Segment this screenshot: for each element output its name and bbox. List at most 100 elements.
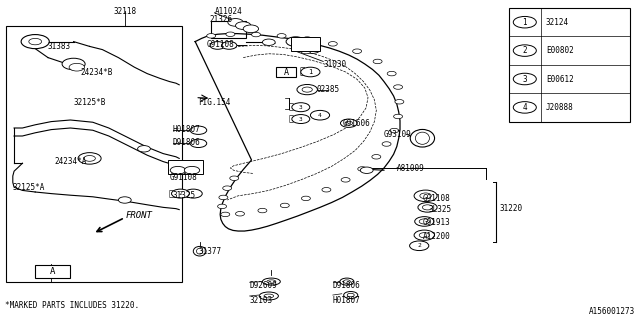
Text: D91806: D91806 xyxy=(173,138,200,147)
Text: ※: ※ xyxy=(300,68,305,76)
Circle shape xyxy=(29,38,42,45)
Ellipse shape xyxy=(196,248,203,254)
Ellipse shape xyxy=(348,293,355,297)
Ellipse shape xyxy=(344,280,351,284)
Text: E00802: E00802 xyxy=(546,46,573,55)
Text: 1: 1 xyxy=(308,69,312,75)
Bar xyxy=(211,21,246,38)
Text: 02385: 02385 xyxy=(317,85,340,94)
Ellipse shape xyxy=(415,132,429,144)
Circle shape xyxy=(221,212,230,217)
Text: H01807: H01807 xyxy=(333,296,360,305)
Ellipse shape xyxy=(264,294,274,298)
Circle shape xyxy=(118,197,131,203)
Circle shape xyxy=(303,37,312,41)
Circle shape xyxy=(21,35,49,49)
Text: G93109: G93109 xyxy=(384,130,412,139)
Circle shape xyxy=(262,39,275,45)
Text: 32118: 32118 xyxy=(113,7,136,16)
Circle shape xyxy=(360,167,373,173)
Circle shape xyxy=(184,189,202,198)
Text: A: A xyxy=(50,267,56,276)
Ellipse shape xyxy=(262,278,280,285)
Circle shape xyxy=(322,188,331,192)
Circle shape xyxy=(258,208,267,213)
Circle shape xyxy=(415,217,434,226)
Text: 32103: 32103 xyxy=(250,296,273,305)
Circle shape xyxy=(286,37,305,46)
Text: 2: 2 xyxy=(522,46,527,55)
Circle shape xyxy=(420,193,431,199)
Circle shape xyxy=(422,205,433,210)
Text: 2: 2 xyxy=(417,243,421,248)
Text: A11024: A11024 xyxy=(214,7,242,16)
Circle shape xyxy=(414,190,437,202)
Circle shape xyxy=(414,230,435,240)
Circle shape xyxy=(243,25,259,33)
Text: 24234*A: 24234*A xyxy=(54,157,87,166)
Text: FRONT: FRONT xyxy=(126,211,153,220)
Circle shape xyxy=(345,121,353,125)
Bar xyxy=(168,160,203,174)
Circle shape xyxy=(418,203,437,212)
Circle shape xyxy=(172,189,189,198)
Bar xyxy=(35,265,70,278)
Text: E00612: E00612 xyxy=(546,75,573,84)
Text: 3L325: 3L325 xyxy=(429,205,452,214)
Circle shape xyxy=(62,58,85,70)
Text: G91108: G91108 xyxy=(422,194,450,203)
Circle shape xyxy=(190,139,207,148)
Ellipse shape xyxy=(344,292,358,299)
Text: G91606: G91606 xyxy=(342,119,370,128)
Circle shape xyxy=(419,219,429,224)
Text: A: A xyxy=(284,68,289,76)
Text: FIG.154: FIG.154 xyxy=(198,98,231,107)
Circle shape xyxy=(358,167,367,171)
Circle shape xyxy=(410,241,429,251)
Circle shape xyxy=(230,176,239,180)
Circle shape xyxy=(296,43,312,50)
Circle shape xyxy=(228,19,243,26)
Circle shape xyxy=(387,71,396,76)
Circle shape xyxy=(302,87,312,92)
Bar xyxy=(276,67,296,77)
Text: A81009: A81009 xyxy=(397,164,424,172)
Text: 32125*A: 32125*A xyxy=(13,183,45,192)
Circle shape xyxy=(280,203,289,208)
Circle shape xyxy=(78,153,101,164)
Circle shape xyxy=(373,59,382,64)
Text: A12200: A12200 xyxy=(422,232,450,241)
Text: D91806: D91806 xyxy=(333,281,360,290)
Circle shape xyxy=(223,186,232,190)
Bar xyxy=(291,37,320,51)
Text: 4: 4 xyxy=(522,103,527,112)
Text: 31377: 31377 xyxy=(198,247,221,256)
Circle shape xyxy=(382,142,391,146)
Circle shape xyxy=(310,110,330,120)
Text: 24234*B: 24234*B xyxy=(80,68,113,76)
Circle shape xyxy=(170,166,186,174)
Circle shape xyxy=(138,146,150,152)
Text: 1: 1 xyxy=(522,18,527,27)
Circle shape xyxy=(513,45,536,56)
Circle shape xyxy=(394,114,403,119)
Text: 31383: 31383 xyxy=(48,42,71,51)
Ellipse shape xyxy=(410,130,435,147)
Circle shape xyxy=(513,102,536,113)
Text: 21326: 21326 xyxy=(209,15,232,24)
Circle shape xyxy=(341,178,350,182)
Circle shape xyxy=(236,22,251,29)
Text: ※: ※ xyxy=(289,103,294,112)
Text: ※: ※ xyxy=(169,189,174,198)
Circle shape xyxy=(210,42,225,49)
Text: 3: 3 xyxy=(299,116,303,122)
Circle shape xyxy=(513,16,536,28)
Text: 31030: 31030 xyxy=(323,60,346,68)
Circle shape xyxy=(301,49,311,54)
Text: H01807: H01807 xyxy=(173,125,200,134)
Text: 31220: 31220 xyxy=(499,204,522,212)
Text: A156001273: A156001273 xyxy=(589,308,635,316)
Circle shape xyxy=(277,34,286,38)
Circle shape xyxy=(190,126,207,134)
Bar xyxy=(6,26,182,282)
